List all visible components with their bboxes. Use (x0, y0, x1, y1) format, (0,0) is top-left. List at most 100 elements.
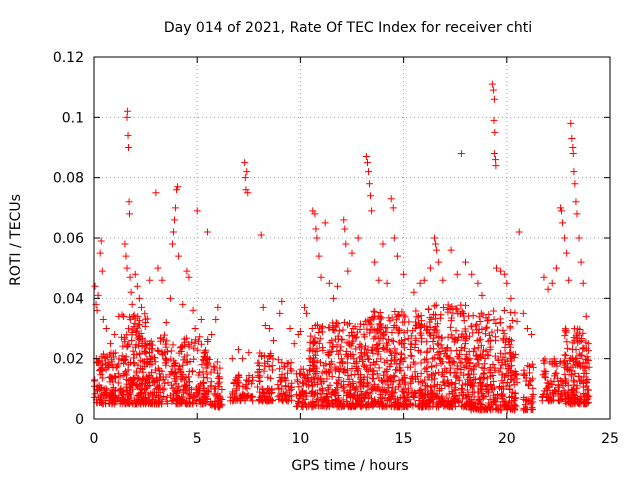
data-point (185, 273, 193, 281)
data-point (197, 315, 205, 323)
data-point (540, 273, 548, 281)
data-point (581, 389, 589, 397)
data-point (375, 320, 383, 328)
data-point (490, 384, 498, 392)
data-point (121, 356, 129, 364)
data-point (129, 374, 137, 382)
data-point (412, 307, 420, 315)
data-point (391, 345, 399, 353)
data-point (241, 174, 249, 182)
data-point (137, 356, 145, 364)
data-point (573, 382, 581, 390)
data-point (363, 389, 371, 397)
data-point (93, 306, 101, 314)
data-point (479, 370, 487, 378)
data-point (524, 362, 532, 370)
data-point (561, 351, 569, 359)
data-point (318, 385, 326, 393)
data-point (130, 311, 138, 319)
data-point (333, 365, 341, 373)
data-point (522, 405, 530, 413)
data-point (489, 399, 497, 407)
data-point (507, 294, 515, 302)
data-point (583, 359, 591, 367)
data-point (283, 369, 291, 377)
data-point (404, 335, 412, 343)
data-point (483, 374, 491, 382)
data-point (244, 189, 252, 197)
data-point (415, 320, 423, 328)
data-point (146, 381, 154, 389)
data-point (198, 379, 206, 387)
data-point (96, 249, 104, 257)
data-point (421, 322, 429, 330)
data-point (474, 279, 482, 287)
data-point (126, 313, 134, 321)
data-point (351, 391, 359, 399)
data-point (529, 384, 537, 392)
data-point (349, 351, 357, 359)
data-point (457, 369, 465, 377)
data-point (169, 396, 177, 404)
data-point (255, 377, 263, 385)
data-point (177, 368, 185, 376)
data-point (388, 377, 396, 385)
data-point (470, 405, 478, 413)
data-point (500, 401, 508, 409)
data-point (106, 351, 114, 359)
data-point (476, 351, 484, 359)
data-point (375, 374, 383, 382)
data-point (575, 234, 583, 242)
data-point (408, 352, 416, 360)
x-tick-label: 5 (193, 431, 202, 447)
data-point (179, 300, 187, 308)
data-point (439, 304, 447, 312)
data-point (261, 362, 269, 370)
data-point (373, 341, 381, 348)
data-point (173, 389, 181, 397)
data-point (343, 359, 351, 367)
data-point (508, 388, 516, 396)
data-point (286, 365, 294, 373)
data-point (350, 402, 358, 410)
data-point (528, 360, 536, 368)
data-point (526, 398, 534, 406)
data-point (137, 364, 145, 372)
data-point (185, 394, 193, 402)
data-point (461, 340, 469, 348)
data-point (124, 131, 132, 139)
data-point (486, 395, 494, 403)
data-point (396, 367, 404, 375)
data-point (585, 363, 593, 371)
data-point (370, 335, 378, 343)
data-point (462, 258, 470, 266)
data-point (203, 374, 211, 382)
data-point (450, 393, 458, 401)
data-point (384, 336, 392, 344)
data-point (452, 327, 460, 335)
data-point (490, 116, 498, 124)
data-point (451, 384, 459, 392)
data-point (572, 198, 580, 206)
data-point (400, 371, 408, 379)
data-point (561, 361, 569, 369)
data-point (576, 395, 584, 403)
data-point (447, 323, 455, 331)
data-point (483, 406, 491, 414)
data-point (482, 324, 490, 332)
chart-title: Day 014 of 2021, Rate Of TEC Index for r… (164, 20, 532, 36)
data-point (501, 338, 509, 346)
data-point (485, 310, 493, 318)
data-point (338, 336, 346, 344)
data-point (274, 381, 282, 389)
data-point (383, 345, 391, 353)
data-point (309, 374, 317, 382)
data-point (325, 352, 333, 360)
data-point (414, 378, 422, 386)
data-point (329, 343, 337, 351)
data-point (475, 329, 483, 337)
data-point (362, 317, 370, 325)
data-point (505, 382, 513, 390)
data-point (262, 397, 270, 405)
data-point (301, 396, 309, 404)
